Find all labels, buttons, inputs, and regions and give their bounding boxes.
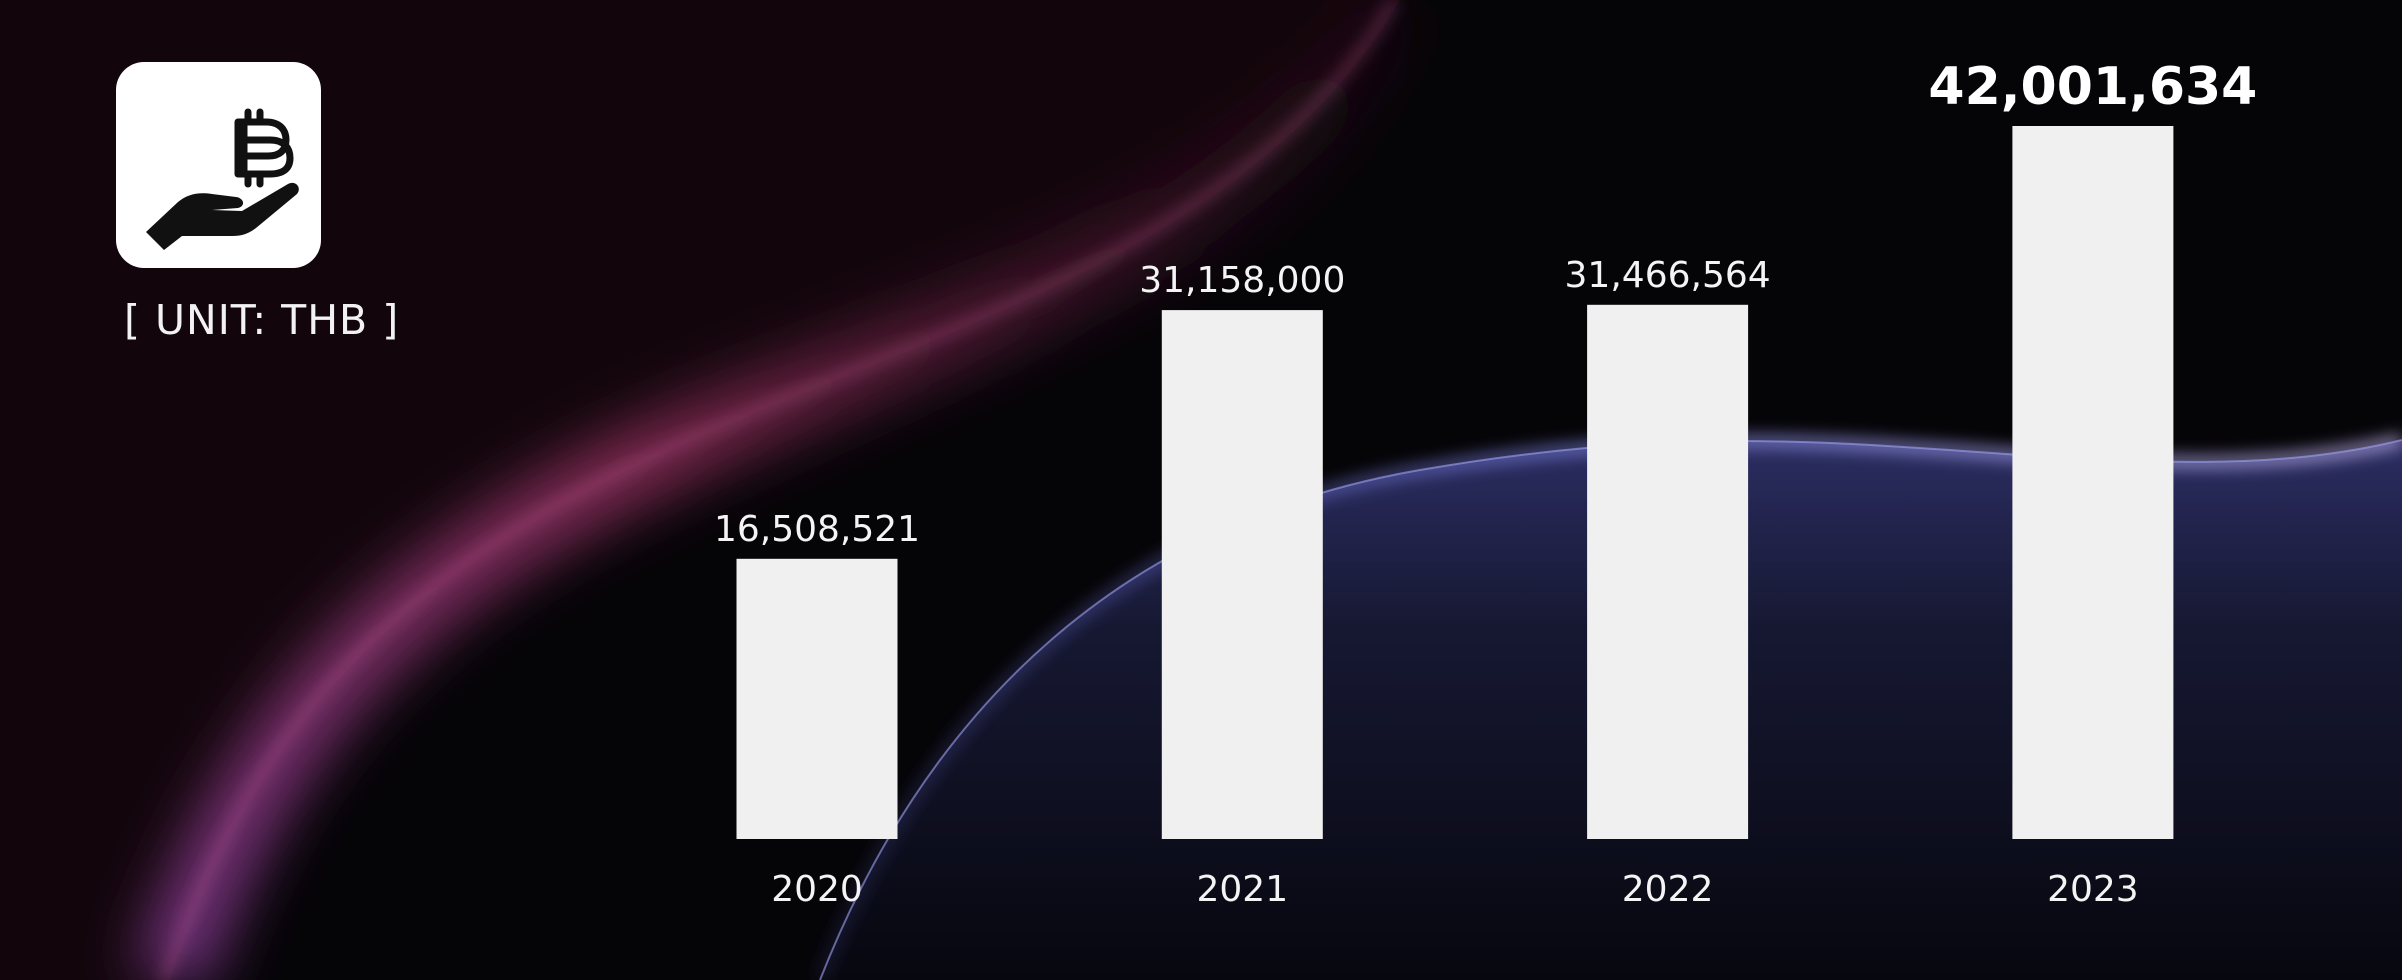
value-label-2020: 16,508,521 bbox=[714, 509, 920, 550]
value-label-2021: 31,158,000 bbox=[1139, 260, 1345, 301]
bar-2023 bbox=[2012, 126, 2174, 839]
logo bbox=[116, 62, 321, 268]
value-label-2022: 31,466,564 bbox=[1565, 255, 1771, 296]
x-tick-2020: 2020 bbox=[771, 869, 863, 910]
x-tick-2023: 2023 bbox=[2047, 869, 2139, 910]
x-tick-2021: 2021 bbox=[1196, 869, 1288, 910]
bar-2020 bbox=[736, 558, 898, 839]
x-tick-2022: 2022 bbox=[1622, 869, 1714, 910]
value-label-2023: 42,001,634 bbox=[1928, 57, 2257, 117]
bar-2021 bbox=[1161, 310, 1323, 840]
unit-label: [ UNIT: THB ] bbox=[124, 296, 400, 344]
bitcoin-hand-icon bbox=[146, 108, 299, 250]
bar-2022 bbox=[1587, 304, 1749, 839]
